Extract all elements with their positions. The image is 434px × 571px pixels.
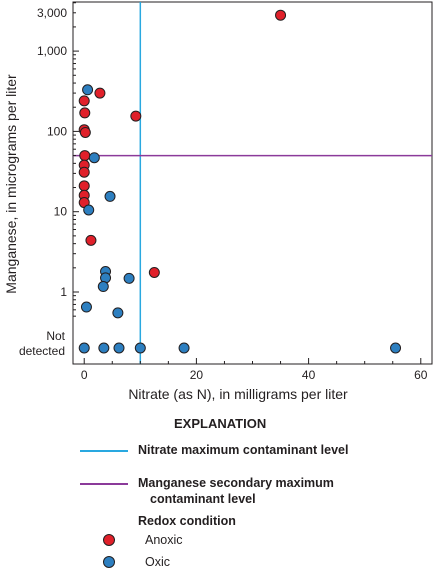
manganese-smcl-legend-label-line2: contaminant level — [150, 492, 256, 506]
y-tick-label: 1 — [60, 285, 67, 299]
nitrate-mcl-legend-swatch — [80, 450, 128, 452]
not-detected-label-line1: Not — [46, 329, 65, 343]
oxic-point — [178, 342, 190, 354]
x-tick-label: 40 — [302, 368, 316, 382]
oxic-point — [80, 301, 92, 313]
oxic-point — [123, 272, 135, 284]
not-detected-label-line2: detected — [19, 344, 65, 358]
anoxic-point — [130, 110, 142, 122]
anoxic-point — [79, 126, 91, 138]
y-tick-label: 10 — [54, 205, 68, 219]
x-tick-label: 60 — [414, 368, 428, 382]
anoxic-point — [79, 150, 91, 162]
oxic-point — [134, 342, 146, 354]
y-tick-label: 1,000 — [37, 44, 67, 58]
anoxic-point — [78, 180, 90, 192]
x-tick-label: 20 — [190, 368, 204, 382]
oxic-point — [88, 152, 100, 164]
oxic-point — [390, 342, 402, 354]
oxic-point — [112, 307, 124, 319]
y-tick-label: 3,000 — [37, 6, 67, 20]
legend-title: EXPLANATION — [174, 416, 267, 431]
plot-frame — [72, 1, 433, 365]
oxic-point — [97, 281, 109, 293]
manganese-smcl-legend-label-line1: Manganese secondary maximum — [138, 476, 334, 490]
anoxic-point — [78, 95, 90, 107]
y-tick-label: 100 — [47, 124, 67, 138]
oxic-point — [82, 84, 94, 96]
oxic-point — [83, 204, 95, 216]
oxic-legend-marker — [103, 556, 115, 568]
anoxic-legend-label: Anoxic — [145, 533, 183, 547]
anoxic-point — [275, 9, 287, 21]
anoxic-point — [148, 266, 160, 278]
anoxic-point — [85, 234, 97, 246]
oxic-point — [78, 342, 90, 354]
manganese-smcl-legend-swatch — [80, 483, 128, 485]
y-axis-title: Manganese, in micrograms per liter — [3, 74, 19, 294]
nitrate-mcl-legend-label: Nitrate maximum contaminant level — [138, 443, 349, 457]
anoxic-point — [94, 87, 106, 99]
redox-legend-title: Redox condition — [138, 514, 236, 528]
x-tick-label: 0 — [81, 368, 88, 382]
legend: EXPLANATION Nitrate maximum contaminant … — [0, 410, 434, 571]
oxic-point — [113, 342, 125, 354]
anoxic-legend-marker — [103, 534, 115, 546]
anoxic-point — [78, 166, 90, 178]
oxic-point — [98, 342, 110, 354]
anoxic-point — [79, 107, 91, 119]
x-axis-title: Nitrate (as N), in milligrams per liter — [128, 386, 348, 402]
oxic-legend-label: Oxic — [145, 555, 170, 569]
oxic-point — [104, 190, 116, 202]
